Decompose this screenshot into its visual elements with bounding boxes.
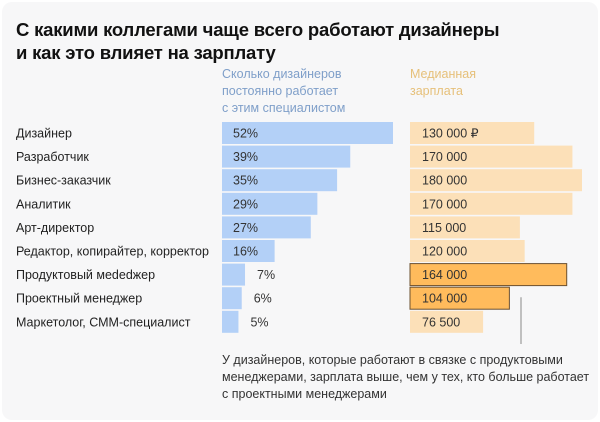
share-value-label: 39%: [233, 150, 258, 164]
salary-bar: [410, 310, 484, 333]
category-label: Дизайнер: [16, 127, 72, 141]
share-bar: [222, 216, 311, 239]
category-label: Проектный менеджер: [16, 292, 142, 306]
category-label: Аналитик: [16, 197, 71, 211]
salary-value-label: 180 000: [422, 174, 467, 188]
annotation-line-1: У дизайнеров, которые работают в связке …: [222, 353, 563, 367]
share-value-label: 5%: [250, 315, 268, 329]
share-value-label: 52%: [233, 127, 258, 141]
chart-title-line-1: С какими коллегами чаще всего работают д…: [16, 19, 500, 40]
annotation-line-3: с проектными менеджерами: [222, 387, 387, 401]
share-header-line-1: Сколько дизайнеров: [222, 67, 342, 81]
salary-header-line-1: Медианная: [410, 67, 476, 81]
share-bar: [222, 240, 275, 262]
salary-value-label: 104 000: [422, 292, 467, 306]
share-bar: [222, 192, 318, 215]
salary-header-line-2: зарплата: [410, 84, 463, 98]
share-bar: [222, 287, 242, 310]
share-header-line-2: постоянно работает: [222, 84, 339, 98]
salary-value-label: 164 000: [422, 268, 467, 282]
category-label: Продуктовый мededжер: [16, 268, 155, 282]
share-bar: [222, 169, 338, 192]
salary-bar: [410, 192, 573, 215]
share-value-label: 16%: [233, 245, 258, 259]
salary-value-label: 170 000: [422, 197, 467, 211]
salary-bar: [410, 216, 520, 239]
salary-column-header: Медианная зарплата: [410, 66, 476, 100]
salary-value-label: 120 000: [422, 245, 467, 259]
share-bar: [222, 263, 246, 286]
category-label: Редактор, копирайтер, корректор: [16, 245, 209, 259]
share-bar: [222, 122, 393, 144]
share-bar: [222, 310, 239, 333]
salary-value-label: 170 000: [422, 150, 467, 164]
share-header-line-3: с этим специалистом: [222, 101, 346, 115]
share-column-header: Сколько дизайнеров постоянно работает с …: [222, 66, 345, 117]
share-value-label: 35%: [233, 174, 258, 188]
annotation-note: У дизайнеров, которые работают в связке …: [222, 352, 589, 403]
share-value-label: 29%: [233, 197, 258, 211]
chart-title: С какими коллегами чаще всего работают д…: [16, 18, 500, 64]
salary-value-label: 130 000 ₽: [422, 127, 479, 141]
salary-bar: [410, 122, 535, 144]
category-label: Арт-директор: [16, 221, 94, 235]
salary-bar: [409, 286, 510, 310]
salary-value-label: 76 500: [422, 315, 460, 329]
salary-bar: [409, 263, 568, 287]
share-bar: [222, 145, 351, 168]
share-value-label: 6%: [254, 292, 272, 306]
category-label: Бизнес-заказчик: [16, 174, 111, 188]
salary-bar: [410, 240, 525, 262]
category-label: Маркетолог, СММ-специалист: [16, 315, 191, 329]
share-value-label: 7%: [257, 268, 275, 282]
share-value-label: 27%: [233, 221, 258, 235]
annotation-line-2: менеджерами, зарплата выше, чем у тех, к…: [222, 370, 590, 384]
salary-bar: [410, 145, 573, 168]
salary-value-label: 115 000: [422, 221, 466, 235]
chart-title-line-2: и как это влияет на зарплату: [16, 42, 276, 63]
salary-bar: [410, 169, 582, 192]
category-label: Разработчик: [16, 150, 89, 164]
